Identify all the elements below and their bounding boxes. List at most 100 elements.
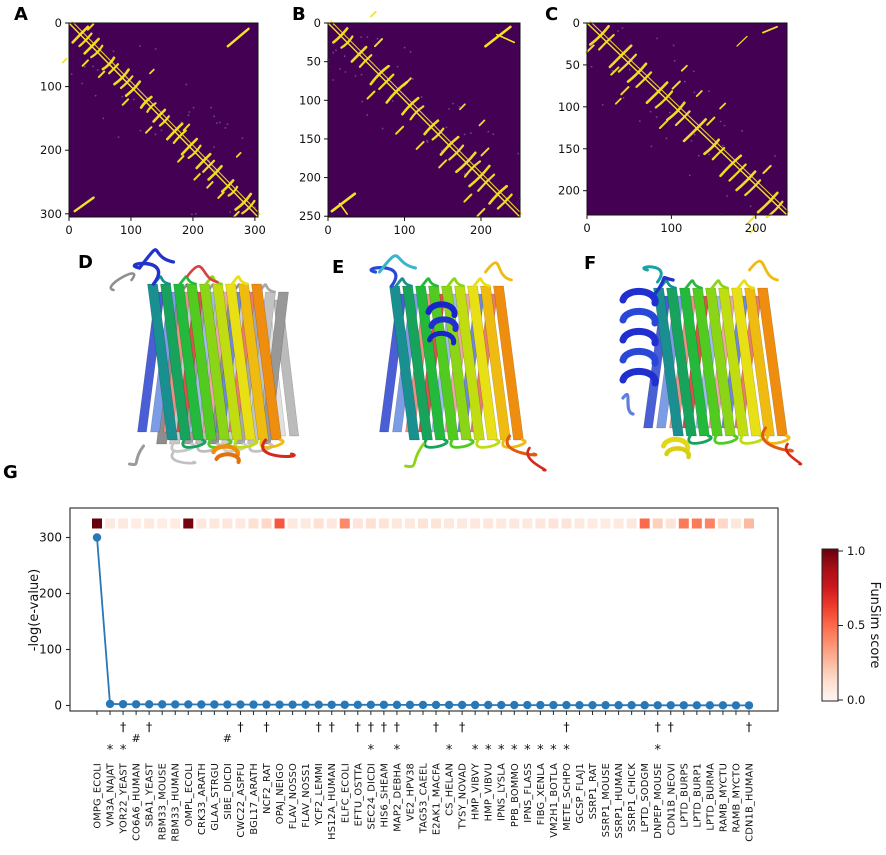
g-x-category-label: TAG53_CAEEL xyxy=(419,763,430,835)
g-x-category-label: VM2H1_BOTLA xyxy=(549,763,560,838)
g-x-category-label: GCSP_FLAJ1 xyxy=(575,763,586,824)
y-tick-label: 200 xyxy=(299,171,321,185)
g-x-category-label: LPTD_BURP1 xyxy=(692,763,703,828)
panel-letter-g: G xyxy=(3,462,18,483)
g-x-category-label: SBA1_YEAST xyxy=(145,762,156,827)
funsim-square xyxy=(574,518,585,529)
evalue-point xyxy=(575,700,584,710)
colorbar-tick-05: 0.5 xyxy=(847,618,865,632)
g-x-category-label: RAMB_MYCTU xyxy=(718,763,729,832)
g-x-category-label: FIBG_XENLA xyxy=(536,763,547,825)
g-x-category-label: SSRP1_CHICK xyxy=(627,763,638,832)
g-y-tick-label: 100 xyxy=(39,643,62,657)
panel-letter-b: B xyxy=(292,4,306,25)
evalue-point xyxy=(184,700,193,709)
evalue-point xyxy=(523,700,532,710)
evalue-point xyxy=(484,700,493,710)
funsim-square xyxy=(378,518,389,529)
y-tick-label: 100 xyxy=(299,93,321,107)
g-x-category-label: CWC22_ASPFU xyxy=(236,763,247,838)
asterisk-mark: * xyxy=(107,743,114,758)
funsim-square xyxy=(470,518,481,529)
evalue-point xyxy=(236,700,245,709)
g-x-category-label: MAP2_DEBHA xyxy=(392,763,403,832)
dagger-mark: † xyxy=(355,719,361,734)
funsim-square xyxy=(613,518,624,529)
evalue-point xyxy=(288,700,297,709)
g-x-category-label: TYSY_NOVAD xyxy=(458,763,469,830)
y-axis-label: -log(e-value) xyxy=(27,569,42,652)
g-x-category-label: CRK33_ARATH xyxy=(197,763,208,835)
y-tick-label: 0 xyxy=(55,16,62,30)
evalue-point xyxy=(510,700,519,710)
g-x-category-label: VM3A_NAJAT xyxy=(106,762,117,826)
evalue-point xyxy=(131,700,141,709)
asterisk-mark: * xyxy=(654,743,661,758)
funsim-square xyxy=(717,518,728,529)
asterisk-mark: * xyxy=(511,743,518,758)
evalue-point xyxy=(392,700,402,710)
g-x-category-label: LPTD_BURMA xyxy=(705,763,716,831)
dagger-mark: † xyxy=(746,719,752,734)
g-x-category-label: ELFC_ECOLI xyxy=(340,763,351,823)
g-x-category-label: HMP_VIBVU xyxy=(484,763,495,821)
colorbar-tick-0: 0.0 xyxy=(847,693,865,707)
funsim-square xyxy=(535,518,546,529)
x-tick-label: 100 xyxy=(120,223,142,237)
asterisk-mark: * xyxy=(394,743,401,758)
evalue-point xyxy=(249,700,258,709)
g-y-tick-label: 300 xyxy=(39,531,62,545)
protein-structure-e xyxy=(369,254,547,472)
asterisk-mark: * xyxy=(550,743,557,758)
colorbar-label: FunSim score xyxy=(867,582,882,669)
dagger-mark: † xyxy=(668,719,674,734)
dagger-mark: † xyxy=(368,719,374,734)
evalue-point xyxy=(223,700,232,709)
g-x-category-label: CDN1B_NEOVI xyxy=(666,763,677,835)
evalue-point xyxy=(314,700,323,709)
evalue-point xyxy=(197,700,206,709)
funsim-square xyxy=(170,518,181,529)
evalue-point xyxy=(614,701,623,710)
evalue-point xyxy=(744,701,754,710)
funsim-square xyxy=(261,518,272,529)
g-x-category-label: SEC24_DICDI xyxy=(366,763,377,830)
g-x-category-label: YCF2_LEMMI xyxy=(314,763,325,827)
x-tick-label: 200 xyxy=(745,221,767,235)
asterisk-mark: * xyxy=(485,743,492,758)
g-x-category-label: LPTD_BURPS xyxy=(679,763,690,828)
funsim-square xyxy=(183,518,194,529)
funsim-square xyxy=(92,518,102,529)
y-tick-label: 100 xyxy=(558,100,580,114)
g-x-category-label: E2AK1_MACFA xyxy=(432,763,443,835)
g-x-category-label: SSRP1_HUMAN xyxy=(614,763,625,839)
evalue-point xyxy=(210,700,219,709)
evalue-point xyxy=(705,701,715,710)
x-tick-label: 100 xyxy=(394,223,416,237)
y-tick-label: 150 xyxy=(299,132,321,146)
evalue-point xyxy=(418,700,428,710)
evalue-point xyxy=(366,700,376,710)
g-x-category-label: RBM33_HUMAN xyxy=(171,763,182,842)
panel-letter-a: A xyxy=(14,4,28,25)
g-x-category-label: LPTD_SODGM xyxy=(640,763,651,832)
g-x-category-label: FLAV_NOSS1 xyxy=(301,763,312,828)
evalue-point xyxy=(718,701,728,710)
g-x-category-label: CO6A6_HUMAN xyxy=(132,763,143,841)
funsim-square xyxy=(704,518,715,529)
funsim-square xyxy=(300,518,311,529)
funsim-square xyxy=(587,518,598,529)
hash-mark: # xyxy=(132,732,141,745)
evalue-point xyxy=(118,699,128,709)
funsim-square xyxy=(444,518,455,529)
funsim-square xyxy=(274,518,285,529)
g-x-category-label: OMPL_ECOLI xyxy=(184,763,195,827)
evalue-point xyxy=(457,700,467,710)
evalue-point xyxy=(340,700,349,709)
g-x-category-label: YOR22_YEAST xyxy=(119,762,130,834)
g-x-category-label: HIS6_SHEAM xyxy=(379,763,390,828)
evalue-point xyxy=(666,701,675,710)
dagger-mark: † xyxy=(120,719,126,734)
dagger-mark: † xyxy=(263,719,269,734)
